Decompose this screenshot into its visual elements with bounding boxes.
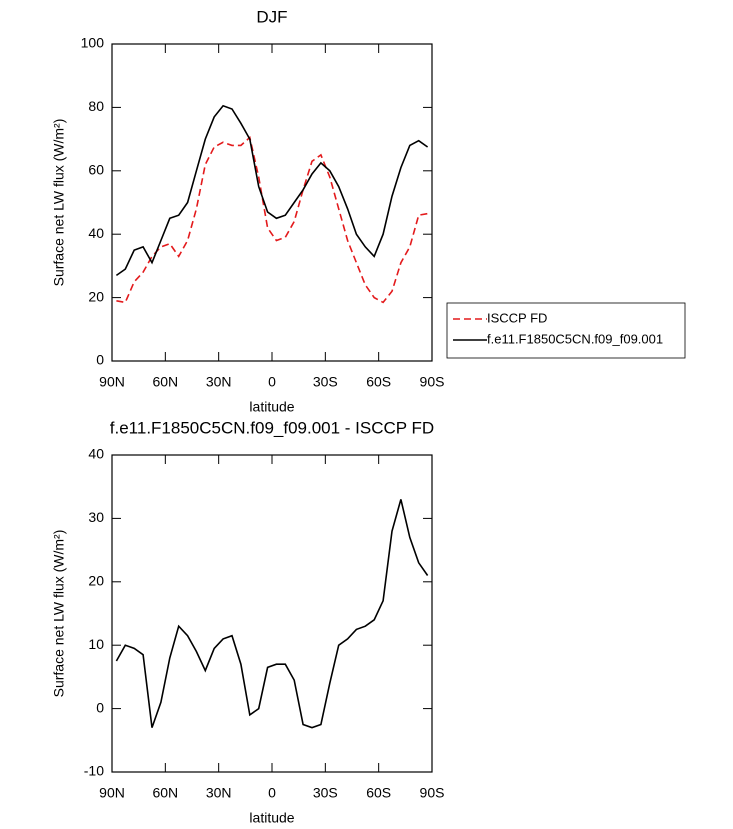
x-tick-label: 90S <box>420 785 445 801</box>
series-line <box>116 136 428 304</box>
x-tick-label: 0 <box>268 374 276 390</box>
x-tick-label: 30S <box>313 374 338 390</box>
y-tick-label: 80 <box>88 98 104 114</box>
x-tick-label: 30N <box>206 785 232 801</box>
plot-frame <box>111 454 433 773</box>
y-axis-label: Surface net LW flux (W/m²) <box>51 530 67 698</box>
y-tick-label: 30 <box>88 509 104 525</box>
y-tick-label: 10 <box>88 636 104 652</box>
x-tick-label: 30N <box>206 374 232 390</box>
series-line <box>115 104 429 277</box>
y-tick-label: 0 <box>96 699 104 715</box>
y-tick-label: 40 <box>88 225 104 241</box>
x-tick-label: 30S <box>313 785 338 801</box>
y-tick-label: 20 <box>88 288 104 304</box>
x-tick-label: 60N <box>152 374 178 390</box>
y-tick-label: 40 <box>88 446 104 462</box>
plot-frame <box>111 43 433 362</box>
chart-title: DJF <box>256 7 287 26</box>
series-line <box>115 499 429 729</box>
x-tick-label: 90N <box>99 374 125 390</box>
legend-box <box>446 302 686 359</box>
y-tick-label: 60 <box>88 162 104 178</box>
y-tick-label: 0 <box>96 352 104 368</box>
x-tick-label: 0 <box>268 785 276 801</box>
x-tick-label: 90S <box>420 374 445 390</box>
legend-label: f.e11.F1850C5CN.f09_f09.001 <box>487 331 663 346</box>
chart-title: f.e11.F1850C5CN.f09_f09.001 - ISCCP FD <box>110 418 434 437</box>
y-tick-label: -10 <box>84 763 104 779</box>
y-tick-label: 100 <box>81 35 105 51</box>
x-tick-label: 60S <box>366 785 391 801</box>
y-axis-label: Surface net LW flux (W/m²) <box>51 119 67 287</box>
x-tick-label: 90N <box>99 785 125 801</box>
x-tick-label: 60S <box>366 374 391 390</box>
x-tick-label: 60N <box>152 785 178 801</box>
x-axis-label: latitude <box>249 810 294 826</box>
x-axis-label: latitude <box>249 399 294 415</box>
legend-label: ISCCP FD <box>487 310 547 325</box>
y-tick-label: 20 <box>88 573 104 589</box>
